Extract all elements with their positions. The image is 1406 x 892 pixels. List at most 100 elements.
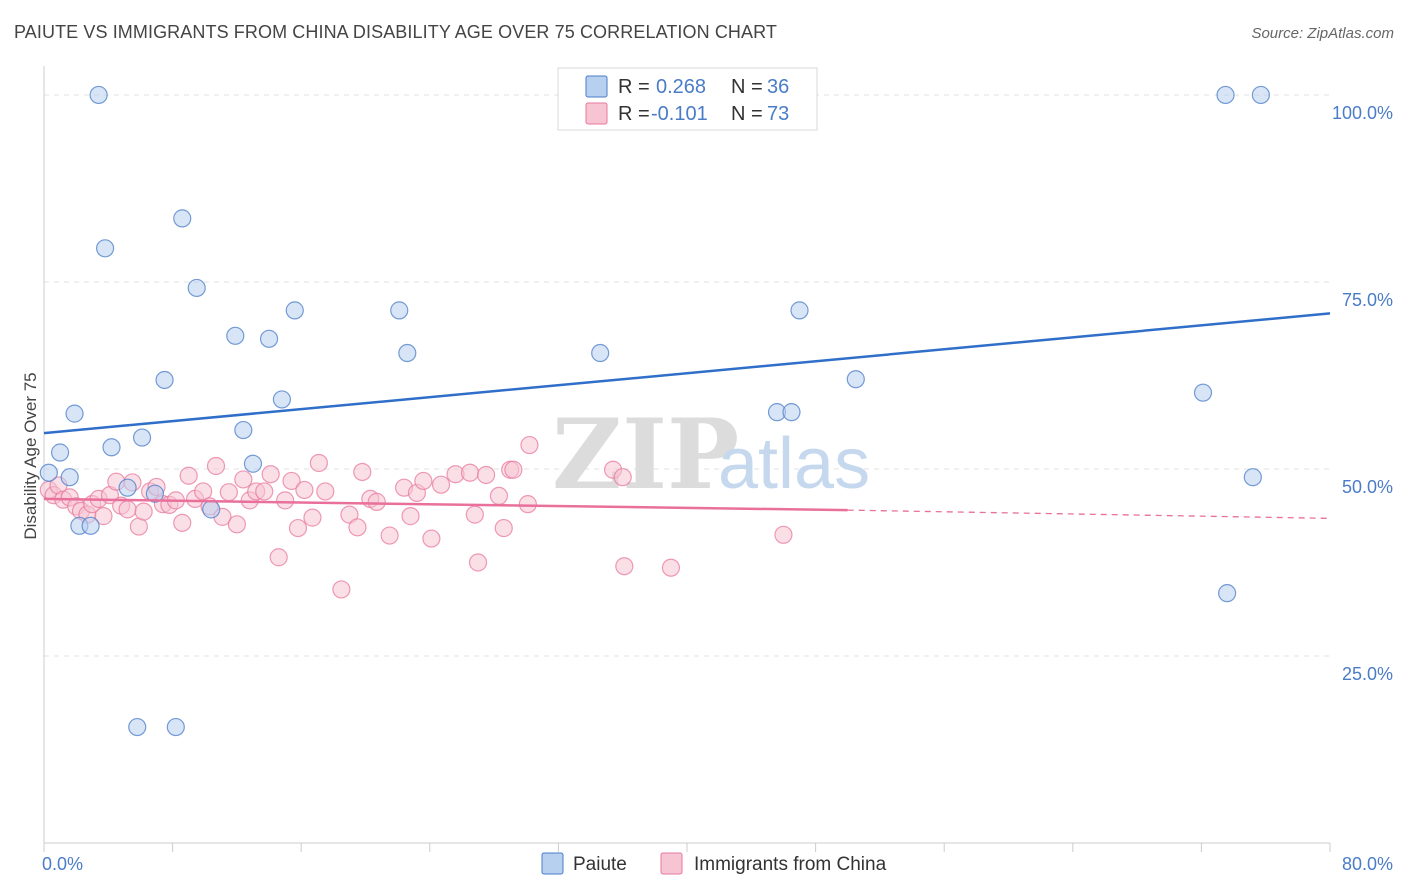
source-note: Source: ZipAtlas.com	[1251, 25, 1394, 42]
axes	[43, 66, 1331, 852]
paiute-point-23	[50, 443, 70, 462]
china-point-71	[615, 557, 634, 576]
china-point-63	[489, 486, 509, 506]
china-point-41	[295, 480, 314, 500]
legend-n-value-china: 73	[767, 103, 789, 125]
bottom-legend-label-china: Immigrants from China	[694, 854, 887, 875]
china-point-67	[518, 495, 537, 514]
trend-lines	[43, 312, 1331, 520]
china-point-61	[468, 553, 488, 572]
paiute-point-0	[89, 85, 108, 105]
china-point-50	[367, 492, 386, 511]
china-point-66	[504, 460, 523, 479]
paiute-point-32	[81, 516, 100, 535]
y-tick-labels: 25.0% 50.0% 75.0% 100.0%	[1332, 103, 1393, 684]
series-immigrants-from-china	[39, 435, 793, 599]
chart-title: PAIUTE VS IMMIGRANTS FROM CHINA DISABILI…	[14, 22, 778, 42]
paiute-point-35	[166, 717, 185, 737]
china-point-62	[476, 465, 496, 485]
paiute-point-19	[782, 403, 801, 422]
x-tick-label-max: 80.0%	[1342, 854, 1393, 874]
china-point-30	[219, 483, 238, 502]
watermark-zip: ZIP	[552, 398, 739, 511]
paiute-point-10	[259, 329, 279, 348]
grid-lines	[44, 94, 1330, 657]
paiute-point-26	[60, 468, 79, 487]
china-point-64	[494, 518, 513, 538]
china-point-48	[353, 462, 372, 482]
china-point-35	[255, 482, 274, 501]
bottom-legend-label-paiute: Paiute	[573, 854, 627, 875]
china-point-28	[206, 456, 226, 476]
y-tick-label-50: 50.0%	[1342, 477, 1393, 497]
paiute-point-11	[398, 343, 417, 363]
paiute-point-25	[39, 463, 58, 482]
legend-n-label-china: N =	[731, 103, 763, 125]
legend-n-value-paiute: 36	[767, 76, 789, 98]
china-point-36	[261, 465, 280, 484]
bottom-legend-swatch-paiute	[541, 852, 564, 875]
y-axis-title: Disability Age Over 75	[21, 372, 40, 539]
legend-r-value-paiute: 0.268	[656, 76, 706, 98]
china-point-68	[520, 435, 539, 455]
paiute-point-14	[846, 370, 865, 389]
china-point-57	[431, 475, 451, 494]
x-tick-label-min: 0.0%	[42, 854, 83, 874]
trend-line-china	[43, 497, 848, 512]
china-point-42	[303, 508, 322, 527]
paiute-point-28	[118, 478, 137, 497]
paiute-point-33	[1218, 584, 1237, 603]
paiute-point-6	[285, 301, 304, 320]
china-point-40	[288, 518, 308, 538]
legend-swatch-paiute	[585, 75, 608, 98]
trend-line-paiute	[43, 312, 1331, 435]
paiute-point-24	[243, 454, 263, 473]
china-point-60	[465, 505, 484, 524]
bottom-legend: Paiute Immigrants from China	[541, 852, 887, 875]
china-point-51	[380, 526, 399, 545]
china-point-32	[234, 470, 253, 489]
y-tick-label-100: 100.0%	[1332, 103, 1393, 123]
watermark: ZIP atlas	[552, 398, 870, 511]
paiute-point-9	[226, 326, 245, 345]
paiute-point-1	[1216, 85, 1235, 105]
paiute-point-8	[790, 301, 809, 320]
china-point-53	[401, 507, 420, 526]
paiute-point-13	[155, 370, 174, 390]
china-point-70	[613, 468, 632, 487]
china-point-55	[414, 471, 433, 491]
paiute-point-4	[95, 239, 115, 258]
top-legend: R = 0.268 N = 36 R = -0.101 N = 73	[557, 67, 818, 131]
paiute-point-3	[173, 209, 192, 228]
china-point-17	[134, 502, 153, 521]
paiute-point-12	[591, 343, 610, 363]
paiute-point-7	[390, 301, 409, 320]
legend-r-label-china: R =	[618, 103, 650, 125]
china-point-23	[173, 513, 192, 532]
china-point-47	[348, 518, 367, 537]
paiute-point-29	[145, 484, 165, 503]
y-tick-label-25: 25.0%	[1342, 664, 1393, 684]
trend-line-china-extension	[847, 509, 1331, 520]
china-point-43	[309, 453, 328, 473]
china-point-72	[661, 558, 681, 577]
y-tick-label-75: 75.0%	[1342, 290, 1393, 310]
bottom-legend-swatch-china	[660, 852, 683, 875]
paiute-point-5	[187, 278, 206, 298]
china-point-45	[332, 580, 351, 599]
china-point-39	[282, 471, 301, 491]
legend-r-label-paiute: R =	[618, 76, 650, 98]
china-point-14	[118, 500, 137, 519]
x-tick-labels: 0.0% 80.0%	[42, 854, 1393, 874]
legend-r-value-china: -0.101	[651, 103, 708, 125]
china-point-38	[276, 491, 295, 510]
china-point-37	[269, 548, 288, 567]
paiute-point-22	[102, 438, 121, 457]
watermark-atlas: atlas	[718, 424, 870, 504]
paiute-point-21	[132, 428, 152, 447]
china-point-10	[94, 507, 113, 526]
legend-n-label-paiute: N =	[731, 76, 763, 98]
china-point-56	[422, 529, 441, 548]
series-paiute	[39, 85, 1270, 737]
